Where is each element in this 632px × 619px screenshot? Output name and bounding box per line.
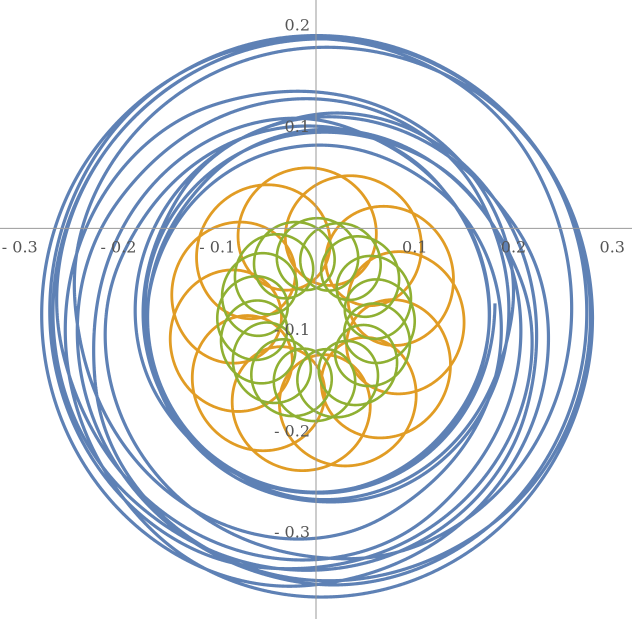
tick-labels: - 0.3 - 0.2 - 0.1 0.1 0.2 0.3 0.2 0.1 - 0.1 - 0.2… <box>2 15 625 541</box>
series-layer <box>40 33 595 599</box>
y-tick-label: - 0.3 <box>274 523 310 542</box>
x-tick-label: - 0.1 <box>199 237 235 256</box>
x-tick-label: 0.2 <box>501 237 526 256</box>
x-tick-label: - 0.3 <box>2 237 38 256</box>
series-line-3 <box>215 216 417 423</box>
y-tick-label: - 0.2 <box>274 421 310 440</box>
x-tick-label: 0.3 <box>600 237 625 256</box>
x-tick-label: 0.1 <box>402 237 427 256</box>
y-tick-label: 0.2 <box>285 15 310 34</box>
y-tick-label: 0.1 <box>285 117 310 136</box>
series-line-2 <box>168 166 466 473</box>
series-line-1 <box>40 33 595 599</box>
x-tick-label: - 0.2 <box>101 237 137 256</box>
y-tick-label: - 0.1 <box>274 320 310 339</box>
